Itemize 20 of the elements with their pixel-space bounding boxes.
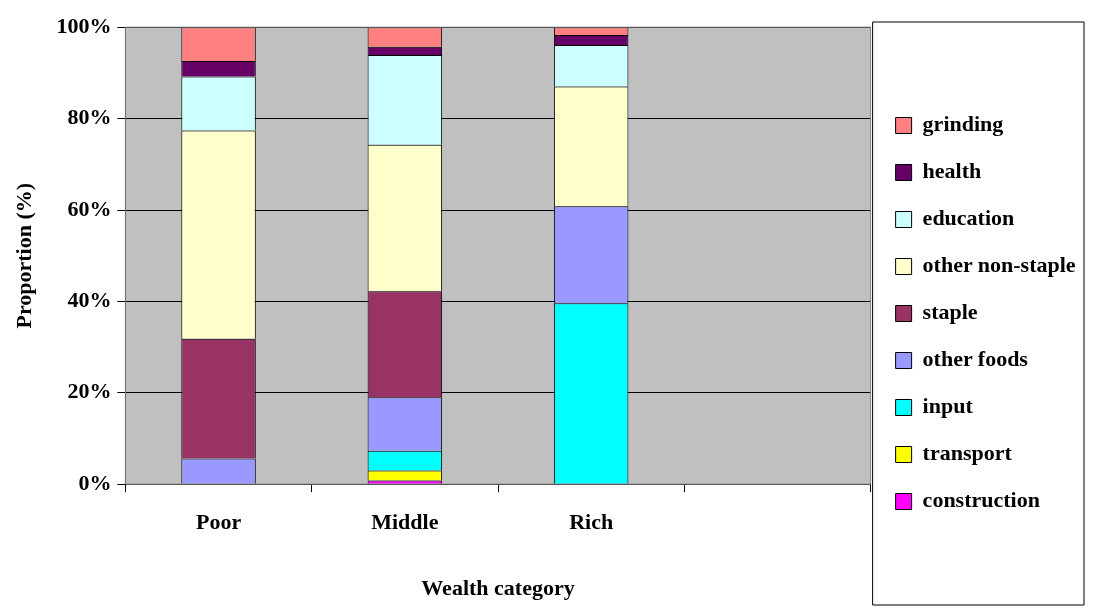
legend-label: other foods [922,346,1029,372]
y-tick-label: 20% [67,378,112,404]
legend-label: health [922,158,982,184]
legend-label: transport [922,440,1013,466]
y-tick-label: 100% [56,12,112,38]
legend-label: input [922,393,974,419]
legend-label: grinding [922,111,1004,137]
y-tick-label: 80% [67,104,112,130]
x-tick-label: Poor [195,509,242,535]
x-axis-title: Wealth category [421,575,575,601]
y-tick-label: 40% [67,287,112,313]
legend-label: education [922,205,1015,231]
legend-label: staple [922,299,978,325]
x-tick-label: Middle [371,509,439,535]
y-tick-label: 60% [67,195,112,221]
legend-label: construction [922,487,1040,513]
y-axis-title: Proportion (%) [10,182,36,329]
legend-label: other non-staple [922,252,1076,278]
x-tick-label: Rich [569,509,614,535]
y-tick-label: 0% [78,469,112,495]
